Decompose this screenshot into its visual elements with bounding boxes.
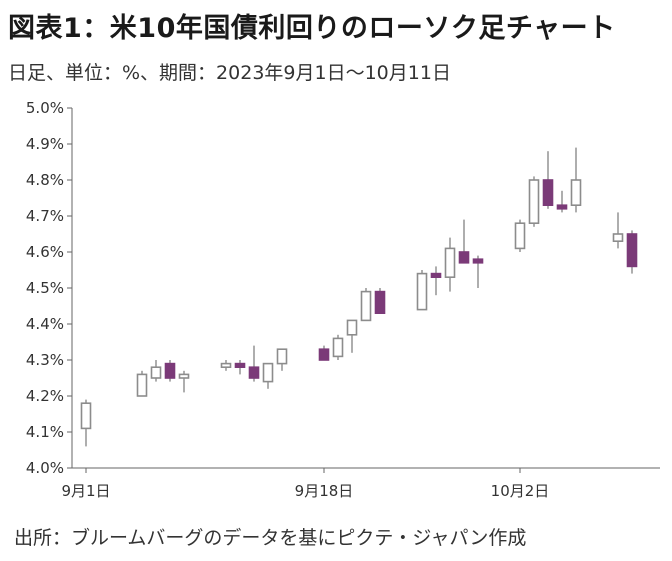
candle-up bbox=[570, 147, 582, 213]
y-tick-label: 4.2% bbox=[26, 387, 64, 405]
x-tick-label: 9月18日 bbox=[295, 482, 354, 500]
candle-body bbox=[612, 233, 624, 242]
candle-body bbox=[556, 204, 568, 210]
candle-down bbox=[164, 360, 176, 382]
candle-up bbox=[416, 270, 428, 311]
y-tick-label: 4.1% bbox=[26, 423, 64, 441]
candle-up bbox=[262, 362, 274, 389]
candle-down bbox=[248, 345, 260, 382]
candle-body bbox=[360, 290, 372, 322]
candle-up bbox=[346, 319, 358, 353]
candle-up bbox=[360, 288, 372, 322]
candle-body bbox=[248, 366, 260, 379]
candle-down bbox=[374, 288, 386, 315]
candle-body bbox=[472, 258, 484, 264]
y-axis: 4.0% 4.1% 4.2% 4.3% 4.4% 4.5% 4.6% 4.7% 4.8% 4.9%… bbox=[26, 99, 73, 477]
candle-up bbox=[220, 360, 232, 371]
candle-body bbox=[570, 179, 582, 207]
candles bbox=[80, 147, 638, 447]
candle-body bbox=[234, 362, 246, 369]
candle-body bbox=[150, 366, 162, 379]
candle-down bbox=[318, 345, 330, 361]
candle-down bbox=[542, 151, 554, 209]
candle-body bbox=[626, 233, 638, 268]
candle-body bbox=[528, 179, 540, 225]
candle-up bbox=[528, 176, 540, 227]
candle-up bbox=[136, 370, 148, 397]
candle-body bbox=[178, 373, 190, 379]
candle-body bbox=[220, 362, 232, 369]
candle-body bbox=[542, 179, 554, 207]
x-tick-label: 10月2日 bbox=[491, 482, 550, 500]
candle-body bbox=[458, 251, 470, 264]
candle-body bbox=[514, 222, 526, 250]
candle-body bbox=[318, 348, 330, 361]
candle-body bbox=[276, 348, 288, 365]
candle-body bbox=[80, 402, 92, 430]
candle-body bbox=[430, 272, 442, 279]
candle-up bbox=[514, 219, 526, 252]
candle-down bbox=[430, 266, 442, 296]
candle-down bbox=[458, 219, 470, 264]
x-tick-label: 9月1日 bbox=[61, 482, 110, 500]
y-tick-label: 4.0% bbox=[26, 459, 64, 477]
candle-up bbox=[444, 237, 456, 292]
y-tick-label: 5.0% bbox=[26, 99, 64, 117]
candle-body bbox=[416, 272, 428, 311]
candle-body bbox=[374, 290, 386, 315]
candle-body bbox=[346, 319, 358, 336]
x-axis: 9月1日 9月18日 10月2日 bbox=[61, 467, 660, 500]
y-tick-label: 4.5% bbox=[26, 279, 64, 297]
candle-up bbox=[332, 334, 344, 360]
candle-down bbox=[556, 190, 568, 213]
candle-body bbox=[332, 337, 344, 358]
y-tick-label: 4.7% bbox=[26, 207, 64, 225]
y-tick-label: 4.9% bbox=[26, 135, 64, 153]
candle-body bbox=[136, 373, 148, 397]
candle-down bbox=[626, 230, 638, 274]
candle-up bbox=[276, 348, 288, 371]
chart-subtitle: 日足、単位：%、期間：2023年9月1日～10月11日 bbox=[8, 62, 451, 84]
candle-down bbox=[472, 255, 484, 288]
candle-body bbox=[444, 247, 456, 278]
y-tick-label: 4.6% bbox=[26, 243, 64, 261]
candle-up bbox=[80, 399, 92, 447]
y-tick-label: 4.4% bbox=[26, 315, 64, 333]
candle-body bbox=[262, 362, 274, 383]
chart-title: 図表1：米10年国債利回りのローソク足チャート bbox=[8, 13, 616, 44]
y-tick-label: 4.3% bbox=[26, 351, 64, 369]
y-tick-label: 4.8% bbox=[26, 171, 64, 189]
candle-body bbox=[164, 362, 176, 379]
source-note: 出所：ブルームバーグのデータを基にピクテ・ジャパン作成 bbox=[14, 527, 527, 549]
candle-up bbox=[150, 360, 162, 382]
candle-up bbox=[178, 370, 190, 393]
candle-down bbox=[234, 360, 246, 375]
candle-up bbox=[612, 212, 624, 249]
